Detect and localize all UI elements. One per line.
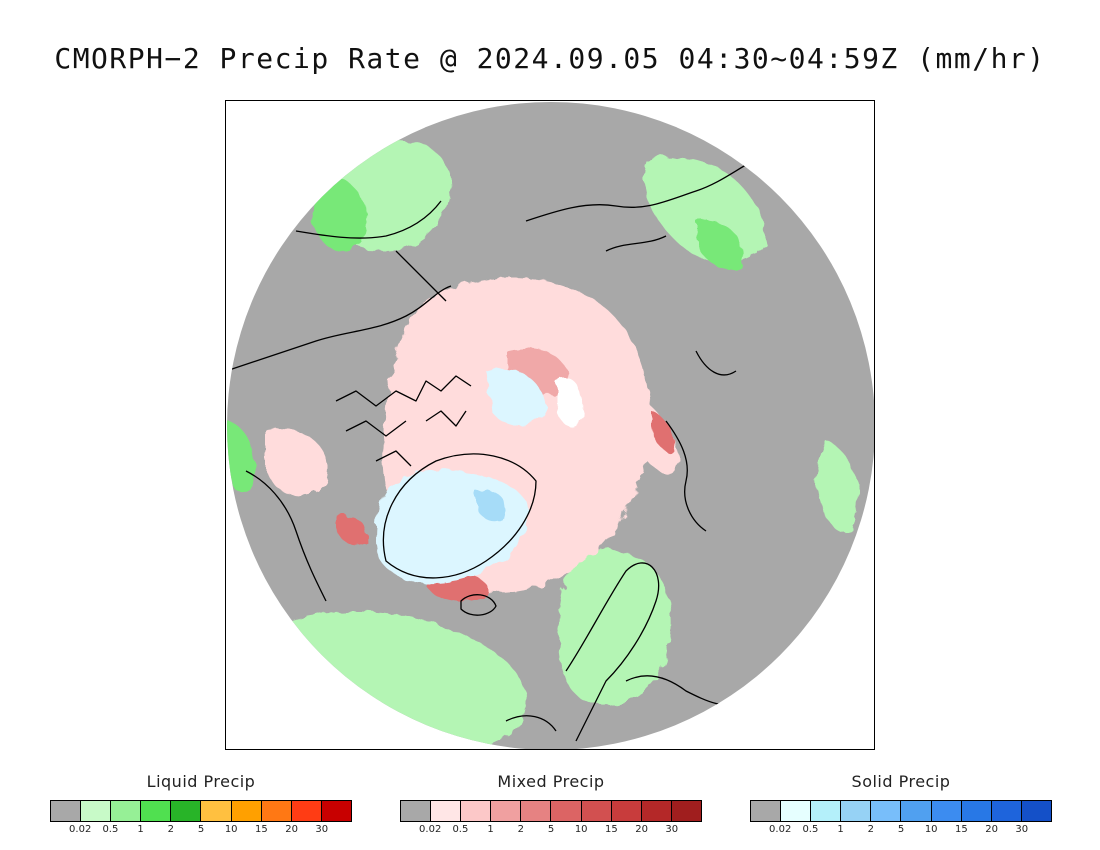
map-svg bbox=[227, 102, 874, 749]
legend-tick-label: 20 bbox=[635, 824, 648, 835]
legend-swatch bbox=[751, 801, 782, 821]
legend-swatch bbox=[901, 801, 932, 821]
legend-ticks: 0.02 0.5 1 2 5 10 15 20 30 bbox=[400, 824, 702, 838]
legend-tick-label: 2 bbox=[867, 824, 874, 835]
legend-tick-label: 10 bbox=[224, 824, 238, 835]
canadian-archipelago bbox=[335, 375, 472, 467]
liquid-region bbox=[557, 549, 672, 706]
legend-swatch bbox=[811, 801, 842, 821]
legend-swatch bbox=[781, 801, 812, 821]
mixed-region bbox=[336, 515, 367, 544]
legend-tick-label: 2 bbox=[517, 824, 524, 835]
legend-swatch bbox=[291, 801, 322, 821]
mixed-region bbox=[626, 391, 678, 473]
scandinavia-coast bbox=[565, 562, 660, 742]
legend-swatch bbox=[551, 801, 582, 821]
chart-title: CMORPH−2 Precip Rate @ 2024.09.05 04:30~… bbox=[54, 42, 1046, 75]
legend-tick-label: 1 bbox=[137, 824, 144, 835]
legend-liquid: Liquid Precip 0.02 0.5 1 2 5 10 15 20 30 bbox=[50, 772, 352, 838]
legend-swatch bbox=[111, 801, 142, 821]
legend-tick-label: 0.02 bbox=[769, 824, 792, 835]
legend-title: Solid Precip bbox=[851, 772, 951, 791]
legend-swatch bbox=[641, 801, 672, 821]
legend-tick-label: 5 bbox=[897, 824, 905, 835]
legend-swatch bbox=[871, 801, 902, 821]
precip-field bbox=[227, 139, 858, 749]
legend-swatch bbox=[431, 801, 462, 821]
legend-tick-label: 30 bbox=[1015, 824, 1029, 835]
legend-tick-label: 0.5 bbox=[802, 824, 819, 835]
legend-tick-label: 15 bbox=[255, 824, 268, 835]
legend-swatch bbox=[961, 801, 992, 821]
north-america-coast bbox=[227, 285, 452, 602]
legend-tick-label: 20 bbox=[285, 824, 298, 835]
legend-swatch bbox=[321, 801, 351, 821]
legend-swatch bbox=[991, 801, 1022, 821]
legend-swatch bbox=[581, 801, 612, 821]
solid-region bbox=[476, 490, 507, 522]
solid-region bbox=[486, 368, 546, 426]
liquid-region bbox=[227, 421, 255, 494]
legend-swatch bbox=[611, 801, 642, 821]
legend-color-bar bbox=[50, 800, 352, 822]
legend-swatch bbox=[261, 801, 292, 821]
legend-swatch bbox=[171, 801, 202, 821]
land-boundary bbox=[395, 250, 447, 302]
liquid-region bbox=[696, 220, 744, 270]
legend-mixed: Mixed Precip 0.02 0.5 1 2 5 10 15 20 30 bbox=[400, 772, 702, 838]
legend-color-bar bbox=[750, 800, 1052, 822]
polar-precip-map bbox=[225, 100, 875, 750]
legend-swatch bbox=[1021, 801, 1051, 821]
greenland-coast bbox=[382, 453, 537, 579]
legend-swatch bbox=[231, 801, 262, 821]
legend-color-bar bbox=[400, 800, 702, 822]
iceland-coast bbox=[460, 594, 497, 616]
legend-swatch bbox=[491, 801, 522, 821]
legend-swatch bbox=[671, 801, 701, 821]
legend-swatch bbox=[201, 801, 232, 821]
legend-tick-label: 10 bbox=[924, 824, 938, 835]
alaska-coast bbox=[295, 200, 442, 239]
legend-swatch bbox=[81, 801, 112, 821]
legend-tick-label: 10 bbox=[574, 824, 588, 835]
legend-swatch bbox=[931, 801, 962, 821]
legend-tick-label: 0.5 bbox=[452, 824, 469, 835]
legend-title: Liquid Precip bbox=[146, 772, 256, 791]
legend-tick-label: 2 bbox=[167, 824, 174, 835]
legend-ticks: 0.02 0.5 1 2 5 10 15 20 30 bbox=[750, 824, 1052, 838]
legend-tick-label: 5 bbox=[197, 824, 205, 835]
liquid-region bbox=[311, 175, 367, 252]
legend-tick-label: 0.5 bbox=[102, 824, 119, 835]
legend-swatch bbox=[141, 801, 172, 821]
russia-north-coast bbox=[665, 350, 737, 532]
legend-swatch bbox=[461, 801, 492, 821]
legend-tick-label: 5 bbox=[547, 824, 555, 835]
legend-tick-label: 15 bbox=[955, 824, 968, 835]
legend-tick-label: 30 bbox=[315, 824, 329, 835]
legend-swatch bbox=[401, 801, 432, 821]
legend-swatch bbox=[521, 801, 552, 821]
legend-tick-label: 20 bbox=[985, 824, 998, 835]
siberia-coast bbox=[525, 155, 767, 252]
legend-ticks: 0.02 0.5 1 2 5 10 15 20 30 bbox=[50, 824, 352, 838]
legend-title: Mixed Precip bbox=[497, 772, 605, 791]
solid-region bbox=[556, 378, 583, 428]
legend-swatch bbox=[51, 801, 82, 821]
coastlines bbox=[227, 155, 767, 742]
legend-tick-label: 1 bbox=[487, 824, 494, 835]
mixed-region bbox=[266, 429, 328, 495]
mixed-region bbox=[651, 411, 675, 452]
legend-tick-label: 0.02 bbox=[419, 824, 442, 835]
legend-tick-label: 30 bbox=[665, 824, 679, 835]
legend-tick-label: 1 bbox=[837, 824, 844, 835]
legend-swatch bbox=[841, 801, 872, 821]
legend-tick-label: 0.02 bbox=[69, 824, 92, 835]
legend-solid: Solid Precip 0.02 0.5 1 2 5 10 15 20 30 bbox=[750, 772, 1052, 838]
legend-tick-label: 15 bbox=[605, 824, 618, 835]
liquid-region bbox=[816, 441, 858, 533]
